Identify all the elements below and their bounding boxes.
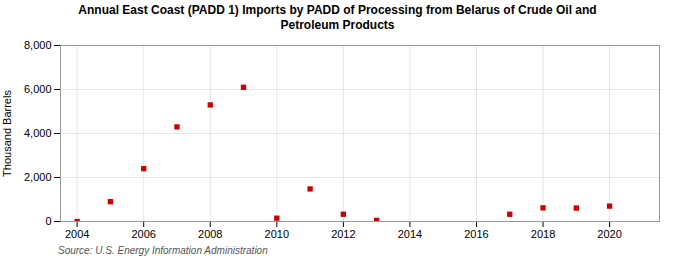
svg-text:2018: 2018 [531,228,555,240]
svg-text:2020: 2020 [597,228,621,240]
svg-text:2004: 2004 [65,228,89,240]
svg-text:2010: 2010 [265,228,289,240]
html-text:Annual East Coast (PADD 1) Imp: Annual East Coast (PADD 1) Imports by PA… [78,3,597,32]
html-text:Source: U.S. Energy Informatio: Source: U.S. Energy Information Administ… [58,245,268,256]
svg-text:4,000: 4,000 [24,127,52,139]
svg-text:2006: 2006 [131,228,155,240]
svg-text:2016: 2016 [464,228,488,240]
svg-text:6,000: 6,000 [24,83,52,95]
svg-text:8,000: 8,000 [24,39,52,51]
svg-text:2,000: 2,000 [24,171,52,183]
svg-text:2012: 2012 [331,228,355,240]
svg-text:0: 0 [45,215,51,227]
svg-text:2014: 2014 [398,228,422,240]
svg-text:Thousand Barrels: Thousand Barrels [1,90,13,177]
svg-text:2008: 2008 [198,228,222,240]
